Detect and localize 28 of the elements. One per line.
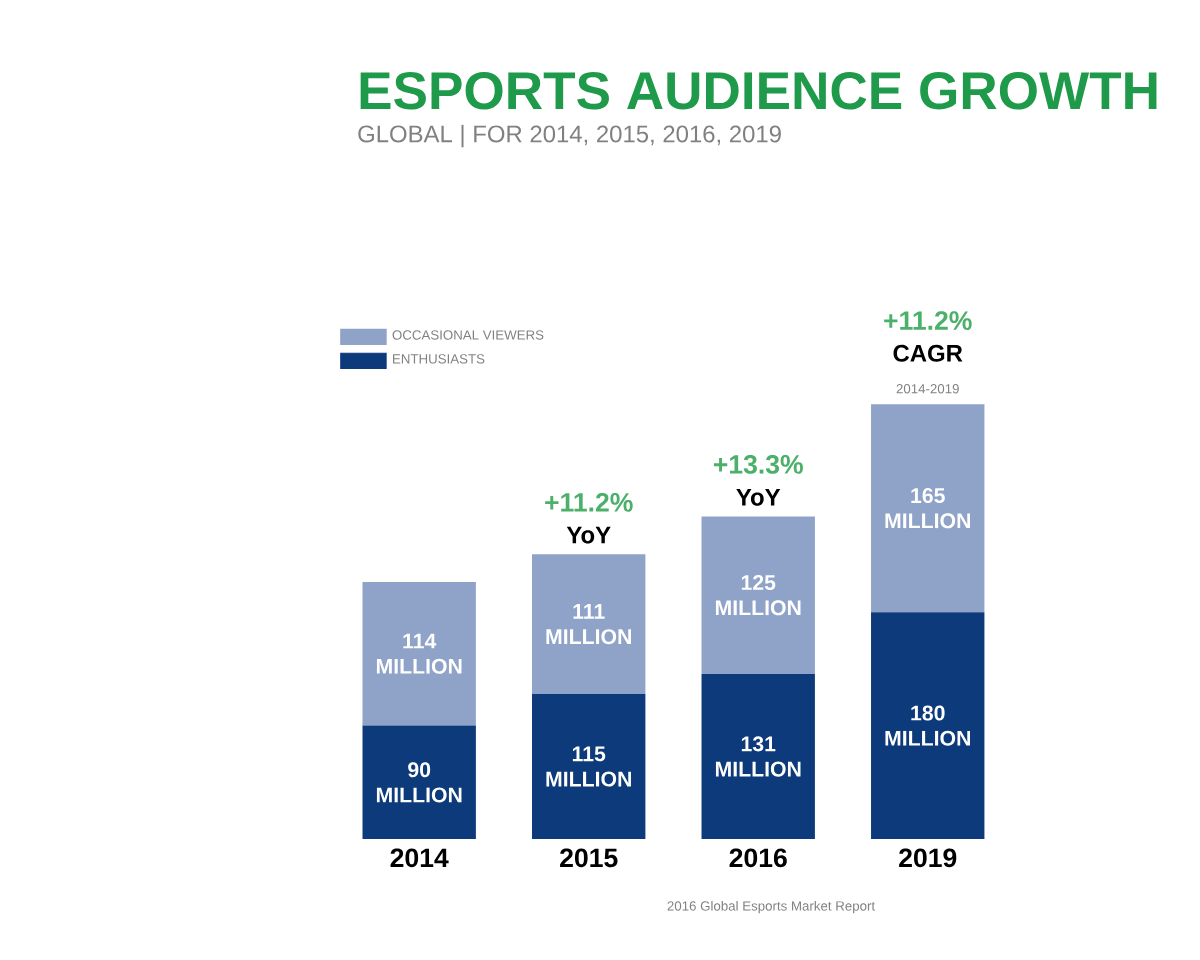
data-label: 125 MILLION xyxy=(715,575,801,616)
bar xyxy=(701,673,815,840)
data-label: 180 MILLION xyxy=(885,705,970,746)
bar xyxy=(871,612,985,840)
chart-subtitle: GLOBAL | FOR 2014, 2015, 2016, 2019 xyxy=(358,124,781,148)
data-label: 114 MILLION xyxy=(376,633,462,674)
annotation: +11.2% xyxy=(884,311,972,330)
bar xyxy=(532,554,646,695)
x-tick-label: 2014 xyxy=(390,848,449,868)
bar xyxy=(532,694,646,840)
x-tick-label: 2019 xyxy=(899,848,957,868)
annotation: YoY xyxy=(736,488,781,506)
annotation: +11.2% xyxy=(545,492,633,512)
data-label: 115 MILLION xyxy=(546,746,631,787)
x-tick-label: 2016 xyxy=(729,848,787,868)
data-label: 111 MILLION xyxy=(546,604,631,645)
data-label: 165 MILLION xyxy=(885,488,970,529)
annotation: CAGR xyxy=(893,344,963,362)
bar xyxy=(362,725,476,840)
chart-title: ESPORTS AUDIENCE GROWTH xyxy=(360,71,1157,110)
data-label: 90 MILLION xyxy=(376,762,462,803)
annotation: +13.3% xyxy=(713,455,803,474)
bar xyxy=(871,404,985,613)
bar xyxy=(362,581,476,726)
annotation: YoY xyxy=(566,526,611,544)
bar xyxy=(701,516,815,674)
x-tick-label: 2015 xyxy=(560,848,618,868)
data-label: 131 MILLION xyxy=(715,736,801,777)
